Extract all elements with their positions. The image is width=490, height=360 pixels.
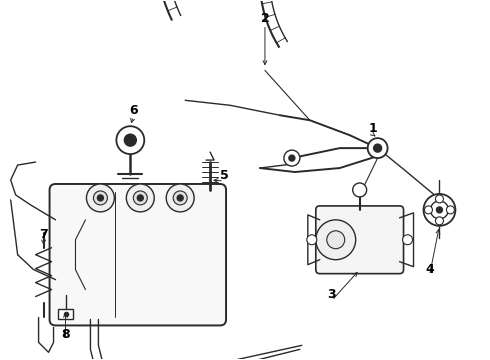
Circle shape	[431, 201, 448, 219]
Circle shape	[403, 235, 413, 245]
Circle shape	[353, 183, 367, 197]
Circle shape	[446, 206, 454, 214]
Circle shape	[116, 126, 144, 154]
Circle shape	[137, 195, 143, 201]
FancyBboxPatch shape	[49, 184, 226, 325]
Circle shape	[327, 231, 345, 249]
Circle shape	[374, 144, 382, 152]
Text: 3: 3	[327, 288, 336, 301]
Circle shape	[133, 191, 147, 205]
Text: 1: 1	[368, 122, 377, 135]
Text: 6: 6	[129, 104, 138, 117]
Circle shape	[368, 138, 388, 158]
Text: 8: 8	[61, 328, 70, 341]
FancyBboxPatch shape	[316, 206, 404, 274]
Circle shape	[316, 220, 356, 260]
Bar	[57, 310, 74, 319]
Circle shape	[166, 184, 194, 212]
Circle shape	[424, 206, 433, 214]
Circle shape	[289, 155, 295, 161]
Circle shape	[94, 191, 107, 205]
Circle shape	[177, 195, 183, 201]
Circle shape	[98, 195, 103, 201]
Circle shape	[437, 207, 442, 213]
Circle shape	[126, 184, 154, 212]
Circle shape	[284, 150, 300, 166]
Circle shape	[173, 191, 187, 205]
Text: 7: 7	[39, 228, 48, 241]
Text: 2: 2	[261, 12, 270, 25]
Circle shape	[436, 195, 443, 203]
Circle shape	[423, 194, 455, 226]
Text: 5: 5	[220, 168, 228, 181]
Circle shape	[124, 134, 136, 146]
Circle shape	[307, 235, 317, 245]
Text: 4: 4	[425, 263, 434, 276]
Circle shape	[436, 217, 443, 225]
Circle shape	[86, 184, 114, 212]
